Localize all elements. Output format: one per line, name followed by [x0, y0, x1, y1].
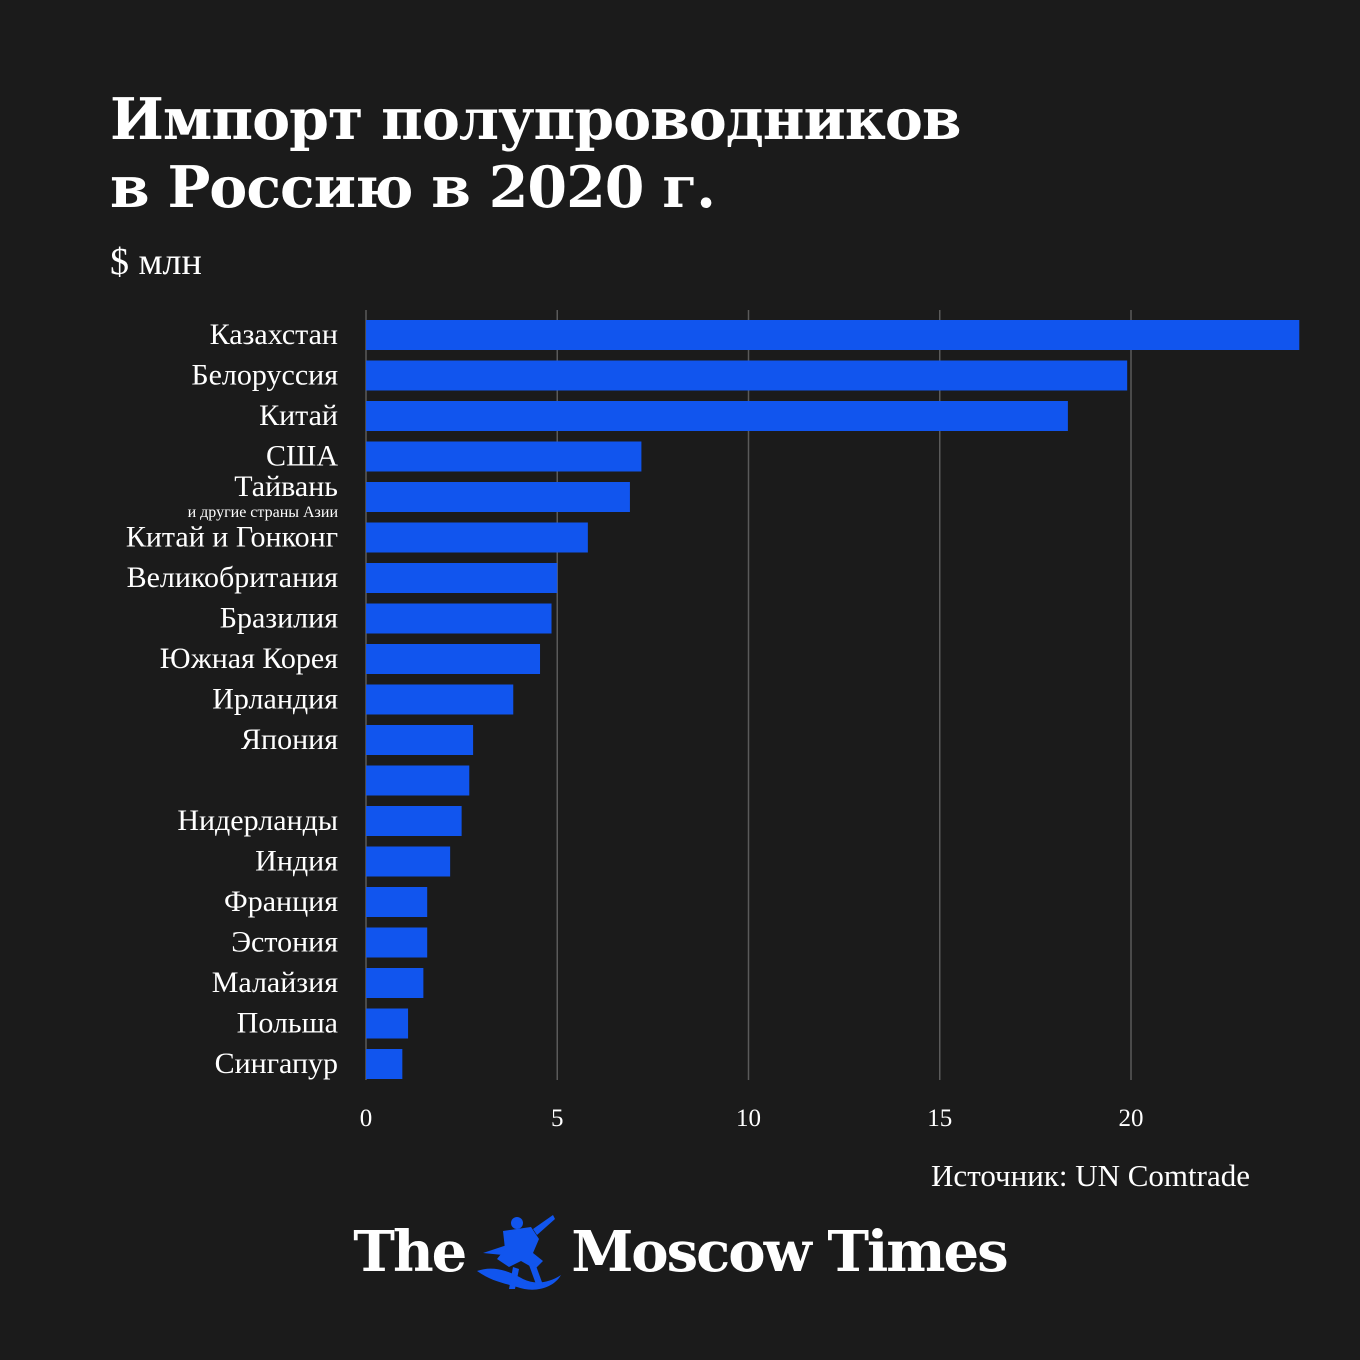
title-line-2: в Россию в 2020 г.	[110, 154, 716, 221]
category-label: Казахстан	[210, 318, 338, 351]
bar	[366, 1049, 403, 1079]
category-label: Япония	[241, 723, 338, 756]
bar	[366, 846, 451, 877]
x-tick-label: 20	[1119, 1105, 1144, 1132]
bar	[366, 765, 470, 796]
category-label: Франция	[224, 885, 338, 918]
category-label: Бразилия	[220, 602, 338, 635]
bar	[366, 684, 514, 715]
category-label: Нидерланды	[177, 804, 338, 837]
bar	[366, 522, 588, 553]
bar	[366, 927, 428, 958]
bar	[366, 482, 630, 512]
bar	[366, 401, 1068, 431]
bar	[366, 441, 642, 472]
category-label: Китай и Гонконг	[126, 521, 338, 554]
source-note: Источник: UN Comtrade	[931, 1158, 1250, 1193]
category-label: Белоруссия	[191, 359, 338, 392]
unit-label: $ млн	[110, 241, 202, 283]
bar	[366, 887, 428, 917]
category-label: Сингапур	[215, 1047, 338, 1080]
x-tick-label: 15	[927, 1105, 952, 1132]
bar	[366, 644, 541, 674]
category-label: Польша	[237, 1007, 338, 1040]
category-label: Малайзия	[212, 966, 339, 999]
category-label: Южная Корея	[160, 642, 338, 675]
bar	[366, 563, 558, 593]
category-label: США	[266, 440, 338, 473]
st-george-emblem-icon	[477, 1215, 562, 1290]
bar	[366, 360, 1128, 391]
category-label: Эстония	[231, 926, 338, 959]
category-sublabel: и другие страны Азии	[188, 504, 339, 521]
logo-text-moscow-times: Moscow Times	[571, 1219, 1008, 1285]
bar	[366, 1008, 409, 1039]
x-tick-label: 5	[551, 1105, 564, 1132]
chart-title: Импорт полупроводников в Россию в 2020 г…	[110, 86, 1210, 222]
title-line-1: Импорт полупроводников	[110, 86, 962, 153]
x-tick-label: 0	[360, 1105, 373, 1132]
bar	[366, 806, 462, 836]
bar	[366, 603, 552, 634]
category-label: Великобритания	[127, 561, 339, 594]
logo-text-the: The	[353, 1219, 467, 1285]
bar-chart: 0 5 10 15 20 Казахстан Белоруссия Китай СШАТайва…	[126, 310, 1300, 1132]
category-label: Ирландия	[212, 683, 338, 716]
category-label: Тайвань	[234, 470, 338, 503]
category-label: Китай	[259, 399, 338, 432]
bar	[366, 725, 474, 755]
bar	[366, 320, 1300, 350]
category-label: Индия	[255, 845, 338, 878]
bar	[366, 968, 424, 998]
x-tick-label: 10	[736, 1105, 761, 1132]
brand-logo: The Moscow Times	[0, 1212, 1360, 1292]
